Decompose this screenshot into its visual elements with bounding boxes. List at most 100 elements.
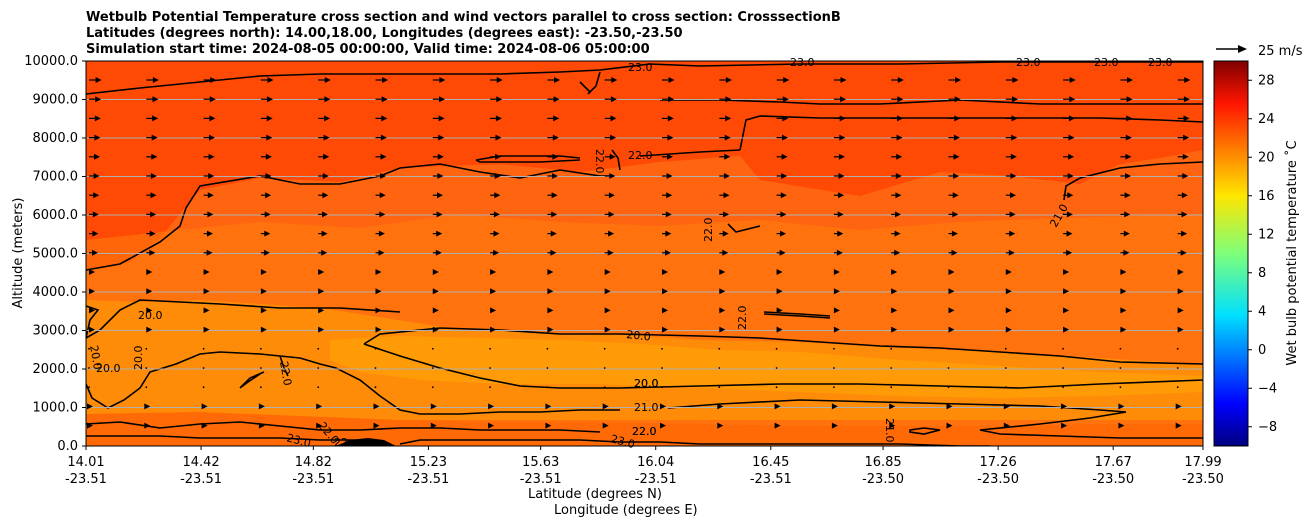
wind-vector-head <box>1182 153 1189 160</box>
wind-vector-head <box>1177 326 1184 333</box>
colorbar-tick-label: 20 <box>1258 150 1275 165</box>
wind-vector-head <box>488 403 495 410</box>
contour-2900 <box>363 327 1203 365</box>
wind-vector-head <box>1066 211 1073 218</box>
wind-vector-head <box>833 307 840 314</box>
wind-vector-head <box>381 96 388 103</box>
colorbar-label: Wet bulb potential temperature ˚C <box>1284 140 1300 365</box>
wind-vector-head <box>1118 422 1125 429</box>
x-tick-label-lat: 14.01 <box>67 455 104 470</box>
wind-vector-head <box>952 192 959 199</box>
wind-vector-head <box>1126 96 1133 103</box>
wind-vector <box>202 386 205 389</box>
wind-vector-head <box>267 77 274 83</box>
x-tick-label-lon: -23.50 <box>977 472 1019 487</box>
colorbar-tick-label: 16 <box>1258 189 1275 204</box>
wind-vector-head <box>437 192 444 199</box>
wind-vector <box>1119 386 1122 389</box>
wind-vector <box>890 386 893 389</box>
contour-label: 23.0 <box>1148 56 1173 69</box>
wind-vector-head <box>719 307 726 314</box>
x-tick-label-lat: 17.99 <box>1184 455 1221 470</box>
wind-vector-head <box>378 230 385 237</box>
contour-label: 20.0 <box>132 346 145 371</box>
wind-vector-head <box>953 153 960 160</box>
wind-vector <box>1004 386 1007 389</box>
wind-vector-head <box>208 153 215 160</box>
wind-vector-head <box>438 134 445 141</box>
wind-vector-head <box>891 307 898 314</box>
wind-vector-head <box>92 249 99 256</box>
wind-vector-head <box>1182 173 1189 179</box>
wind-vector-head <box>662 307 668 314</box>
wind-vector-head <box>948 307 955 314</box>
wind-vector-head <box>611 77 618 83</box>
contour-2000-left <box>86 351 620 415</box>
wind-vector <box>260 347 262 350</box>
contour-5800 <box>727 223 761 233</box>
wind-vector-head <box>258 403 265 410</box>
contour-label: 23.0 <box>609 432 636 451</box>
wind-vector-head <box>946 403 953 410</box>
wind-vector-head <box>260 288 267 295</box>
wind-vector-head <box>948 288 955 295</box>
wind-vector-head <box>316 403 323 410</box>
wind-vector <box>775 367 778 369</box>
wind-vector-head <box>95 96 102 103</box>
wind-vector-head <box>953 173 960 179</box>
wind-vector-head <box>490 307 497 314</box>
wind-vector-head <box>1068 134 1075 141</box>
contour-7500 <box>639 149 741 157</box>
wind-vector-head <box>660 422 666 429</box>
wind-vector <box>718 347 721 350</box>
wind-vector-head <box>547 307 554 314</box>
wind-vector-head <box>266 115 273 122</box>
contour-label: 20.0 <box>87 344 104 370</box>
contour-6000 <box>86 163 612 271</box>
wind-vector-head <box>380 134 387 141</box>
wind-vector-head <box>610 134 617 141</box>
wind-vector-head <box>551 211 558 218</box>
wind-vector-head <box>781 153 788 160</box>
wind-vector-head <box>840 96 847 103</box>
contour-label: 20.0 <box>626 328 652 343</box>
wind-vector-head <box>948 269 955 275</box>
chart-title-line-1: Wetbulb Potential Temperature cross sect… <box>86 10 841 25</box>
contour-7400 <box>475 155 581 161</box>
x-tick-label-lat: 16.85 <box>864 455 901 470</box>
wind-vector-head <box>430 403 437 410</box>
contour-top <box>86 61 1203 95</box>
wind-vector <box>603 347 606 350</box>
wind-vector-head <box>1120 307 1127 314</box>
wind-vector-head <box>836 249 843 256</box>
contour-9000 <box>660 99 1203 105</box>
wind-vector-head <box>496 77 503 83</box>
wind-vector-head <box>1003 422 1010 429</box>
wind-vector <box>317 367 320 369</box>
wind-vector-head <box>896 134 903 141</box>
wind-vector <box>374 347 377 350</box>
wind-vector <box>145 386 148 389</box>
wind-vector <box>431 367 434 369</box>
wind-vector-head <box>1068 153 1075 160</box>
wind-vector-head <box>316 422 323 429</box>
wind-vector-head <box>951 230 958 237</box>
contour-3400 <box>763 311 831 319</box>
x-tick-label-lon: -23.51 <box>180 472 222 487</box>
wind-vector <box>1062 367 1064 369</box>
wind-vector-head <box>666 192 673 199</box>
wind-vector-head <box>318 269 325 275</box>
contour-label: 23.0 <box>628 61 653 74</box>
wind-vector <box>661 347 663 350</box>
wind-vector-head <box>206 249 213 256</box>
y-tick-label: 1000.0 <box>33 401 79 416</box>
contour-label: 22.0 <box>593 149 606 174</box>
wind-vector-head <box>265 173 272 179</box>
wind-vector-head <box>719 326 726 333</box>
wind-vector-head <box>203 326 210 333</box>
contour-label: 22.0 <box>632 425 657 438</box>
y-axis-label: Altitude (meters) <box>11 198 26 309</box>
wind-vector-head <box>1124 192 1131 199</box>
wind-vector-head <box>373 422 380 429</box>
